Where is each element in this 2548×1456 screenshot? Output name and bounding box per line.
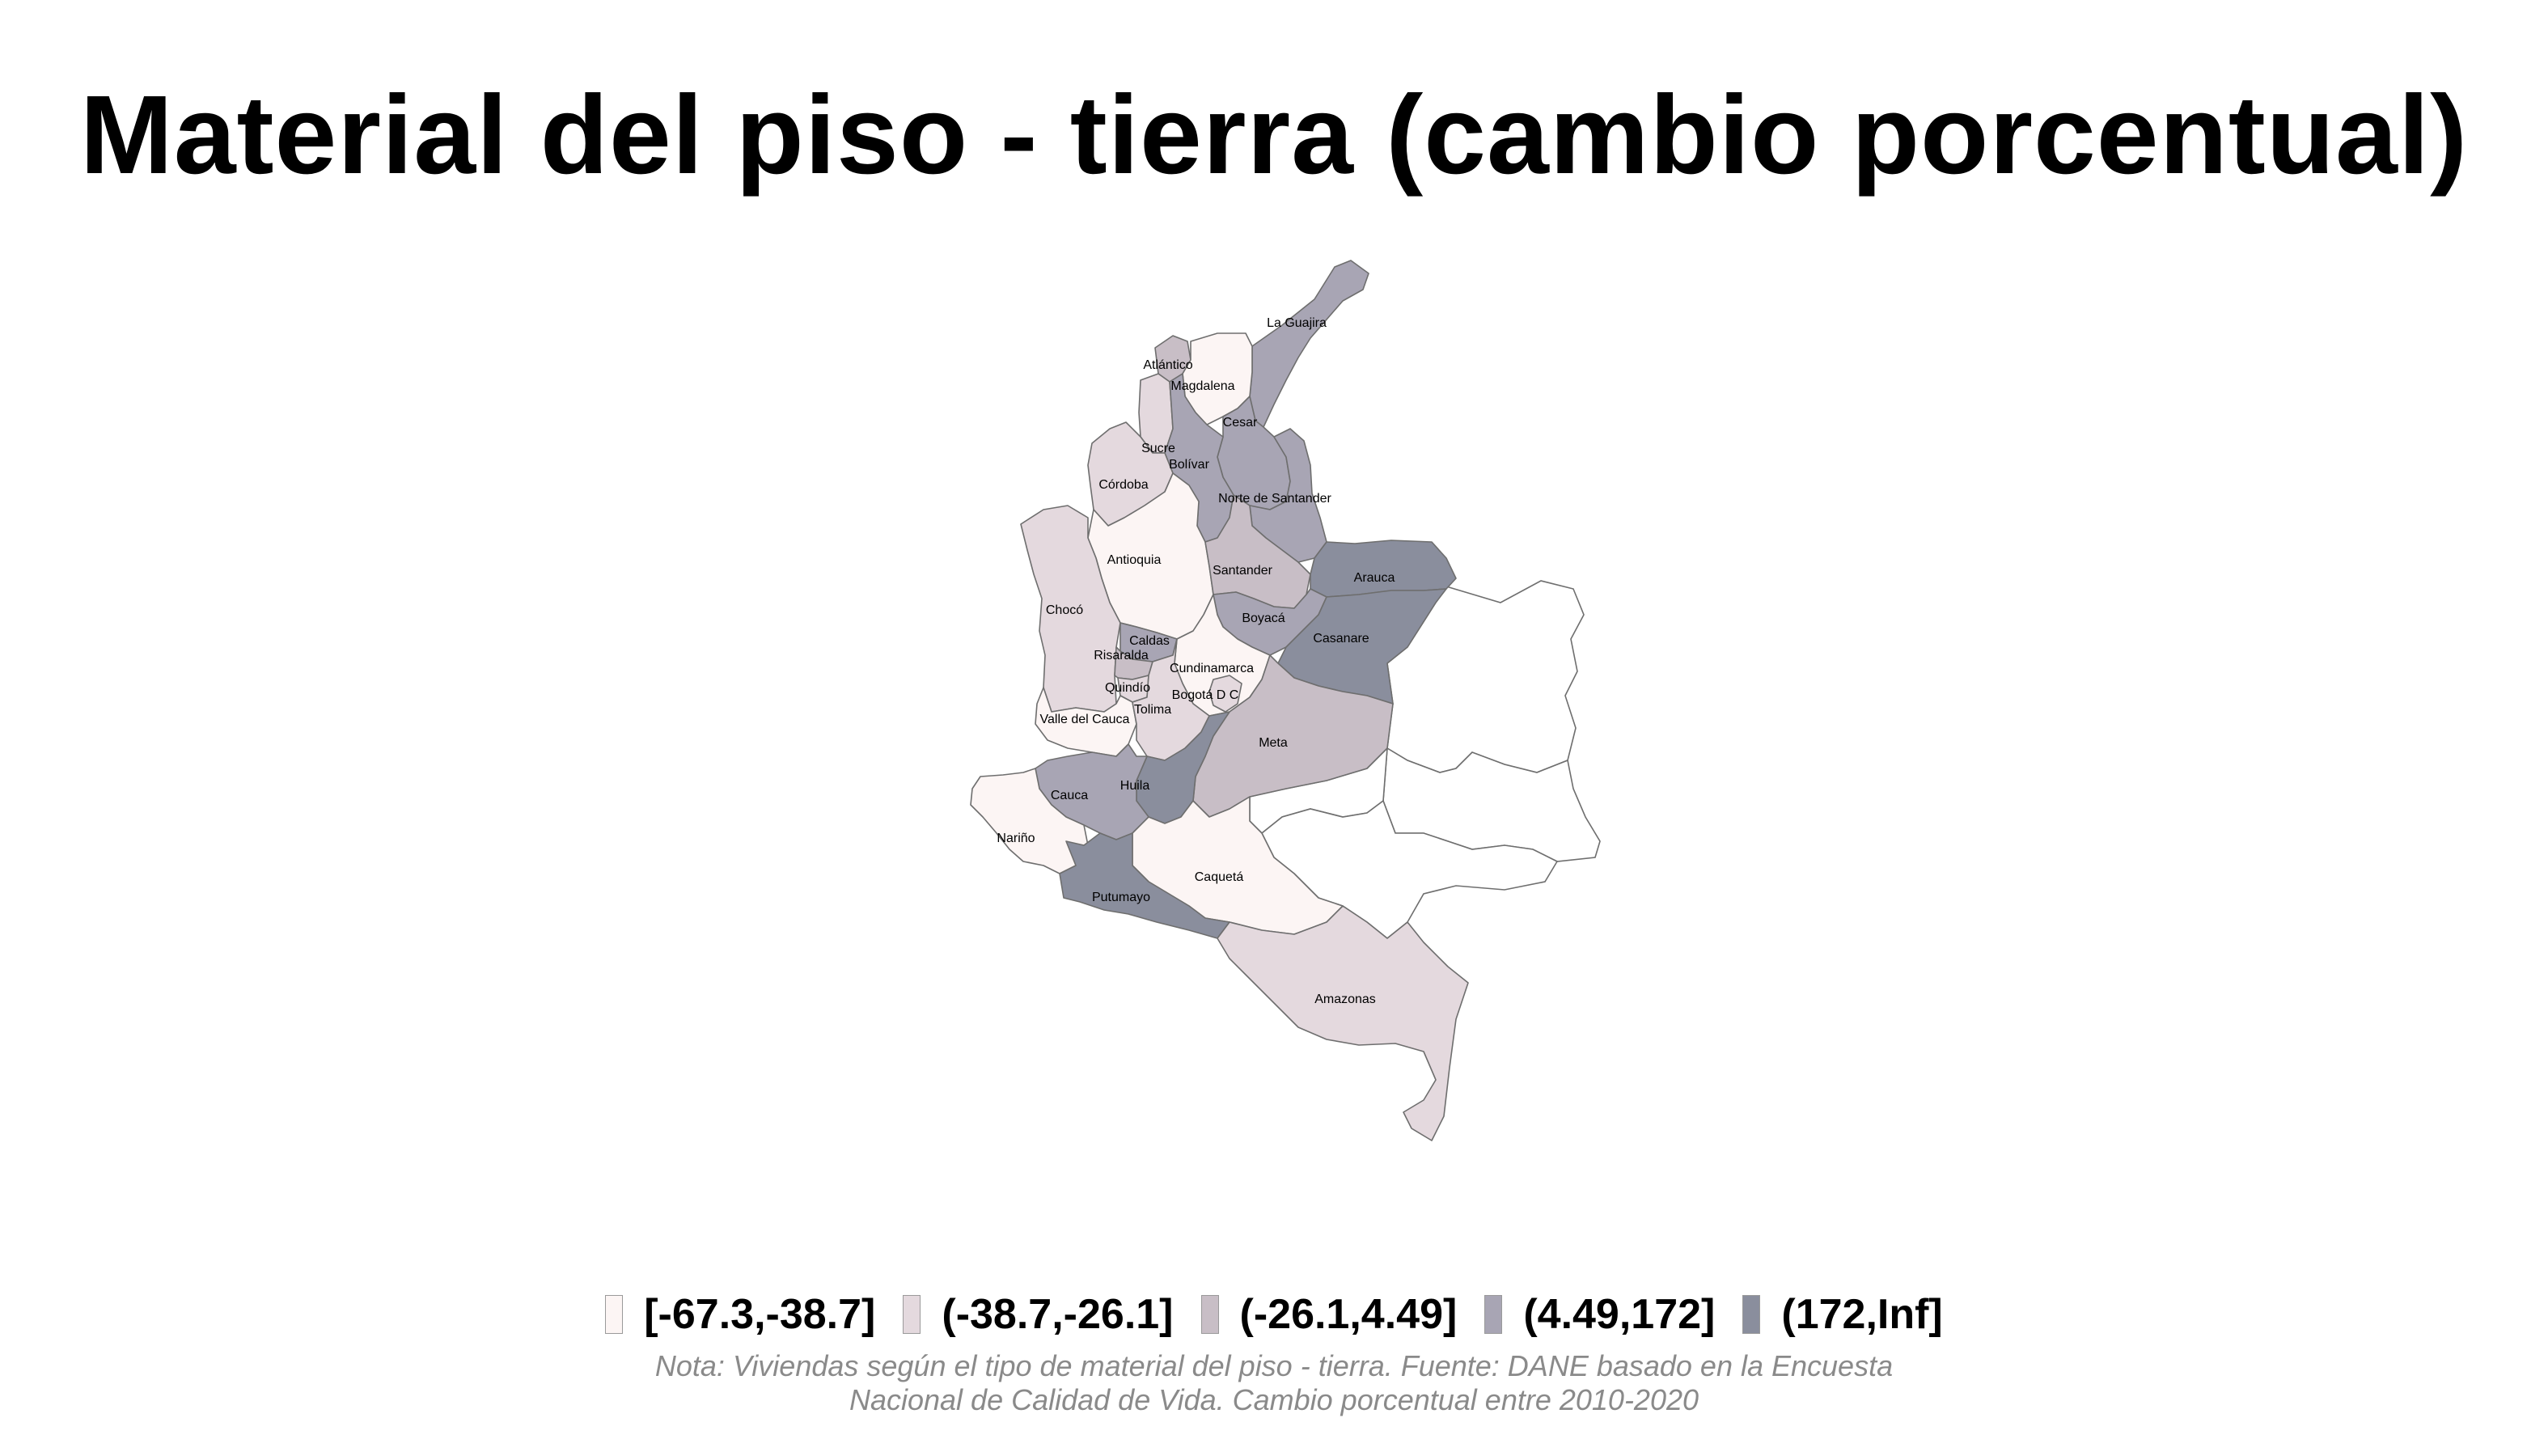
note-line-1: Nota: Viviendas según el tipo de materia… — [654, 1349, 1894, 1382]
label-sucre: Sucre — [1141, 442, 1175, 455]
label-huila: Huila — [1120, 779, 1150, 793]
label-tolima: Tolima — [1134, 703, 1171, 717]
label-meta: Meta — [1259, 736, 1288, 750]
legend-label: (-38.7,-26.1] — [942, 1291, 1174, 1338]
label-santander: Santander — [1213, 564, 1273, 578]
legend-label: (-26.1,4.49] — [1239, 1291, 1458, 1338]
dept-amazonas — [1217, 905, 1469, 1141]
dept-la-guajira — [1249, 260, 1369, 428]
label-cesar: Cesar — [1223, 416, 1258, 430]
label-la-guajira: La Guajira — [1267, 316, 1327, 330]
note-line-2: Nacional de Calidad de Vida. Cambio porc… — [849, 1383, 1699, 1416]
label-cordoba: Córdoba — [1098, 478, 1148, 492]
label-caqueta: Caquetá — [1195, 870, 1244, 884]
legend-swatch — [903, 1295, 921, 1334]
dept-valle-del-cauca — [1035, 687, 1137, 757]
label-narino: Nariño — [997, 832, 1035, 845]
legend-item: [-67.3,-38.7] — [605, 1290, 875, 1339]
source-note: Nota: Viviendas según el tipo de materia… — [0, 1349, 2548, 1417]
dept-arauca — [1310, 540, 1457, 598]
label-quindio: Quindío — [1105, 681, 1150, 695]
legend-item: (4.49,172] — [1484, 1290, 1715, 1339]
label-bolivar: Bolívar — [1169, 458, 1209, 472]
label-risaralda: Risaralda — [1094, 649, 1149, 662]
label-casanare: Casanare — [1313, 632, 1369, 645]
label-atlantico: Atlántico — [1143, 358, 1192, 372]
label-antioquia: Antioquia — [1107, 553, 1162, 567]
label-arauca: Arauca — [1354, 571, 1395, 585]
dept-choco — [1020, 505, 1121, 713]
legend-item: (172,Inf] — [1742, 1290, 1943, 1339]
map-legend: [-67.3,-38.7] (-38.7,-26.1] (-26.1,4.49]… — [0, 1290, 2548, 1339]
label-putumayo: Putumayo — [1092, 891, 1150, 904]
map-title: Material del piso - tierra (cambio porce… — [79, 73, 2469, 197]
legend-swatch — [1200, 1295, 1219, 1334]
label-norte-de-santander: Norte de Santander — [1218, 492, 1331, 506]
legend-label: (172,Inf] — [1781, 1291, 1943, 1338]
departments-layer — [970, 260, 1469, 1141]
legend-swatch — [1484, 1295, 1503, 1334]
dept-bogota — [1208, 675, 1242, 713]
legend-item: (-26.1,4.49] — [1200, 1290, 1458, 1339]
legend-item: (-38.7,-26.1] — [903, 1290, 1174, 1339]
label-magdalena: Magdalena — [1170, 379, 1234, 393]
legend-swatch — [605, 1295, 624, 1334]
label-valle-del-cauca: Valle del Cauca — [1040, 713, 1130, 726]
label-cauca: Cauca — [1051, 789, 1088, 802]
label-boyaca: Boyacá — [1242, 612, 1285, 625]
legend-swatch — [1742, 1295, 1761, 1334]
legend-label: (4.49,172] — [1523, 1291, 1716, 1338]
label-amazonas: Amazonas — [1314, 993, 1376, 1006]
dept-santander — [1204, 494, 1311, 609]
department-labels: La Guajira Atlántico Magdalena Cesar Suc… — [997, 316, 1395, 1006]
label-caldas: Caldas — [1129, 634, 1170, 648]
label-choco: Chocó — [1046, 603, 1083, 617]
label-cundinamarca: Cundinamarca — [1170, 662, 1254, 675]
label-bogota: Bogotá D C — [1172, 688, 1239, 702]
legend-label: [-67.3,-38.7] — [644, 1291, 876, 1338]
